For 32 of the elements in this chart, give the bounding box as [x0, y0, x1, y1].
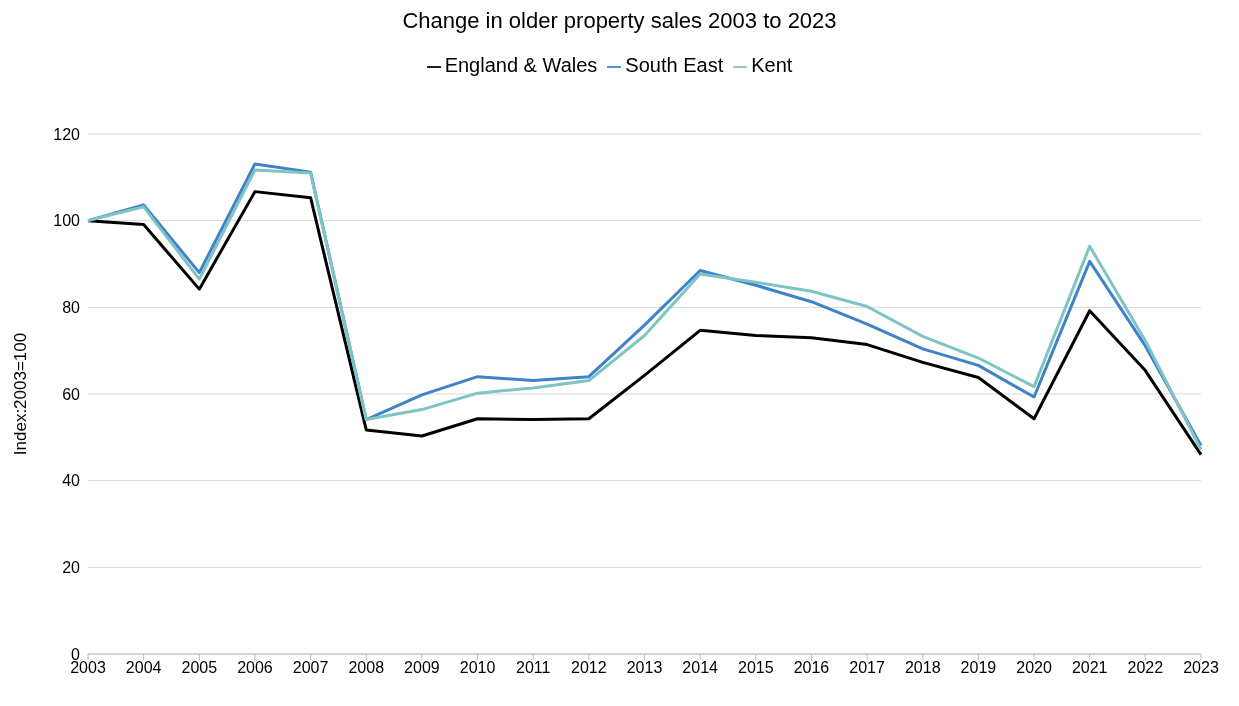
legend-label: Kent: [751, 54, 793, 76]
x-tick-label: 2018: [904, 659, 941, 677]
y-axis-title: Index:2003=100: [11, 332, 31, 456]
y-tick-label: 80: [62, 299, 81, 317]
x-tick-label: 2010: [459, 659, 496, 677]
x-tick-label: 2003: [70, 659, 106, 677]
y-tick-label: 40: [62, 472, 81, 490]
x-tick-label: 2014: [682, 659, 719, 677]
x-tick-label: 2022: [1127, 659, 1164, 677]
x-tick-label: 2021: [1071, 659, 1108, 677]
y-tick-label: 120: [53, 125, 81, 143]
x-tick-label: 2008: [348, 659, 385, 677]
x-tick-label: 2012: [571, 659, 607, 677]
x-tick-label: 2006: [237, 659, 273, 677]
chart-title: Change in older property sales 2003 to 2023: [401, 8, 838, 35]
x-tick-label: 2020: [1016, 659, 1052, 677]
x-tick-label: 2017: [849, 659, 885, 677]
x-tick-label: 2016: [793, 659, 830, 677]
y-tick-label: 100: [53, 212, 81, 230]
x-tick-label: 2007: [292, 659, 329, 677]
legend-label: South East: [625, 54, 724, 76]
x-tick-label: 2009: [404, 659, 440, 677]
x-tick-label: 2019: [960, 659, 997, 677]
x-tick-label: 2015: [738, 659, 774, 677]
y-tick-label: 60: [62, 385, 81, 403]
x-tick-label: 2023: [1183, 659, 1219, 677]
x-tick-label: 2011: [516, 659, 551, 677]
x-tick-label: 2013: [626, 659, 663, 677]
legend-label: England & Wales: [444, 54, 598, 76]
x-tick-label: 2005: [181, 659, 218, 677]
x-tick-label: 2004: [125, 659, 162, 677]
y-tick-label: 20: [62, 559, 81, 577]
